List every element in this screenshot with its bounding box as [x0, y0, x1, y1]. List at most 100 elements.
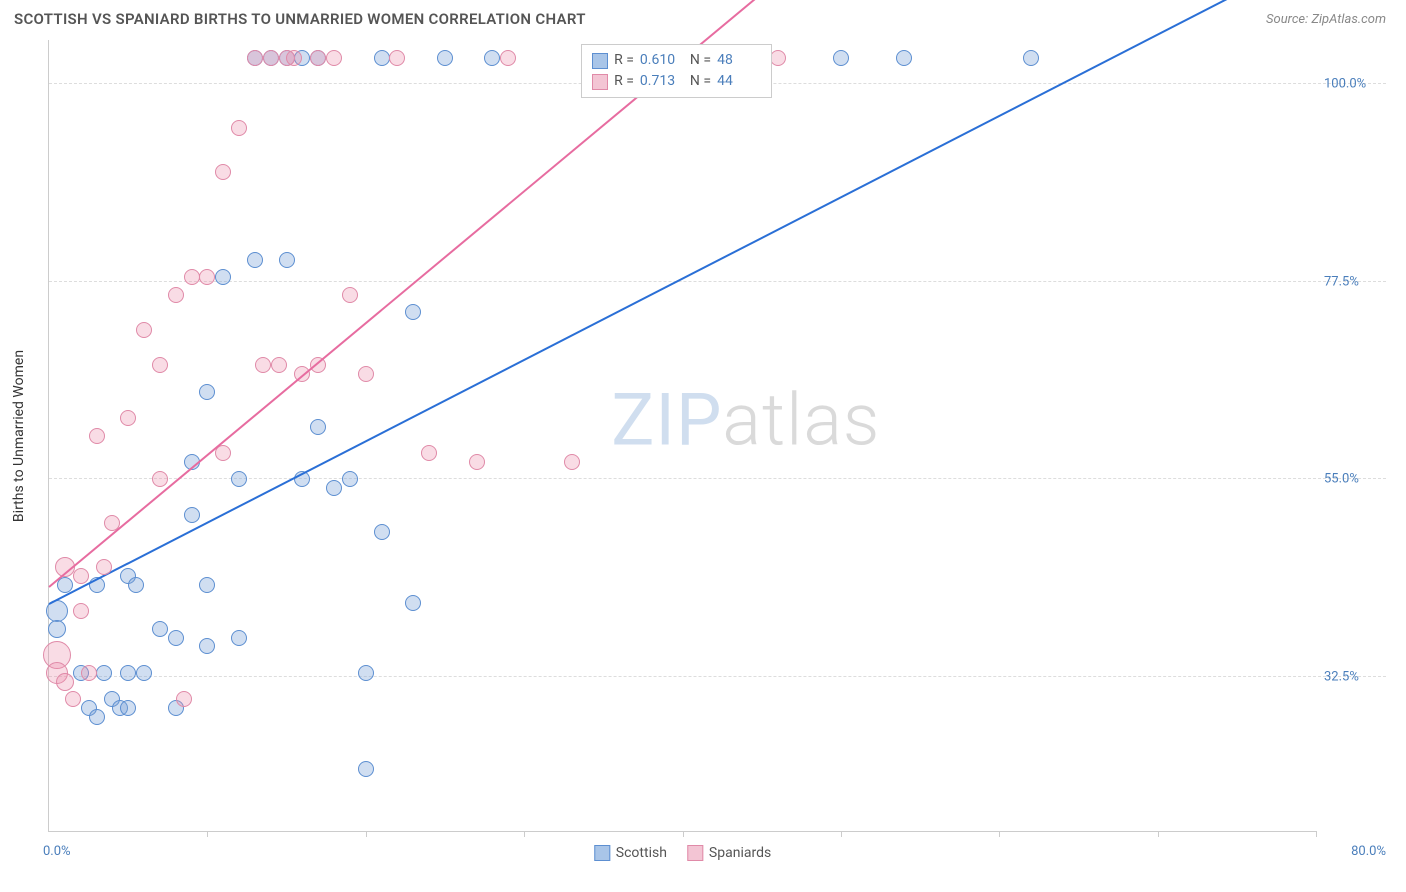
data-point[interactable]	[120, 410, 136, 426]
data-point[interactable]	[89, 709, 105, 725]
data-point[interactable]	[358, 366, 374, 382]
data-point[interactable]	[199, 577, 215, 593]
data-point[interactable]	[73, 603, 89, 619]
data-point[interactable]	[199, 638, 215, 654]
x-tick	[999, 831, 1000, 837]
data-point[interactable]	[421, 445, 437, 461]
data-point[interactable]	[342, 287, 358, 303]
data-point[interactable]	[405, 304, 421, 320]
chart-plot-area: Births to Unmarried Women ZIPatlas 32.5%…	[48, 40, 1316, 832]
data-point[interactable]	[152, 621, 168, 637]
data-point[interactable]	[136, 665, 152, 681]
y-axis-title: Births to Unmarried Women	[11, 349, 27, 521]
data-point[interactable]	[500, 50, 516, 66]
data-point[interactable]	[136, 322, 152, 338]
x-tick	[841, 831, 842, 837]
y-tick-label: 100.0%	[1324, 76, 1394, 91]
stat-r-value: 0.610	[640, 50, 684, 71]
data-point[interactable]	[96, 665, 112, 681]
stat-n-value: 48	[717, 50, 761, 71]
data-point[interactable]	[358, 761, 374, 777]
data-point[interactable]	[65, 691, 81, 707]
legend-stats-row: R = 0.610 N = 48	[592, 50, 761, 71]
legend-swatch	[594, 845, 610, 861]
legend-item[interactable]: Spaniards	[687, 845, 771, 861]
data-point[interactable]	[255, 357, 271, 373]
data-point[interactable]	[374, 50, 390, 66]
data-point[interactable]	[96, 559, 112, 575]
data-point[interactable]	[326, 480, 342, 496]
data-point[interactable]	[358, 665, 374, 681]
data-point[interactable]	[168, 630, 184, 646]
data-point[interactable]	[231, 471, 247, 487]
x-axis-max-label: 80.0%	[1351, 844, 1386, 859]
data-point[interactable]	[263, 50, 279, 66]
gridline	[49, 478, 1386, 479]
gridline	[49, 281, 1386, 282]
source-prefix: Source:	[1266, 12, 1311, 27]
data-point[interactable]	[286, 50, 302, 66]
data-point[interactable]	[199, 384, 215, 400]
data-point[interactable]	[184, 507, 200, 523]
data-point[interactable]	[564, 454, 580, 470]
data-point[interactable]	[437, 50, 453, 66]
legend-swatch	[592, 74, 608, 90]
data-point[interactable]	[1023, 50, 1039, 66]
x-tick	[683, 831, 684, 837]
data-point[interactable]	[271, 357, 287, 373]
data-point[interactable]	[215, 269, 231, 285]
chart-header: SCOTTISH VS SPANIARD BIRTHS TO UNMARRIED…	[0, 0, 1406, 34]
chart-title: SCOTTISH VS SPANIARD BIRTHS TO UNMARRIED…	[14, 10, 586, 28]
y-tick-label: 77.5%	[1324, 274, 1394, 289]
data-point[interactable]	[89, 428, 105, 444]
data-point[interactable]	[152, 471, 168, 487]
data-point[interactable]	[120, 700, 136, 716]
stat-r-label: R =	[614, 50, 634, 71]
plot-surface: 32.5%55.0%77.5%100.0%R =0.610N =48R =0.7…	[49, 40, 1316, 831]
stat-r-value: 0.713	[640, 71, 684, 92]
data-point[interactable]	[469, 454, 485, 470]
legend-bottom: Scottish Spaniards	[594, 845, 771, 861]
y-tick-label: 55.0%	[1324, 472, 1394, 487]
x-tick	[1158, 831, 1159, 837]
data-point[interactable]	[896, 50, 912, 66]
stat-r-label: R =	[614, 71, 634, 92]
data-point[interactable]	[152, 357, 168, 373]
data-point[interactable]	[279, 252, 295, 268]
legend-label: Spaniards	[709, 845, 771, 861]
legend-stats-row: R =0.713N =44	[592, 71, 761, 92]
data-point[interactable]	[405, 595, 421, 611]
x-tick	[366, 831, 367, 837]
data-point[interactable]	[833, 50, 849, 66]
data-point[interactable]	[184, 269, 200, 285]
source-attribution: Source: ZipAtlas.com	[1266, 12, 1386, 27]
data-point[interactable]	[48, 620, 66, 638]
data-point[interactable]	[247, 50, 263, 66]
data-point[interactable]	[199, 269, 215, 285]
data-point[interactable]	[374, 524, 390, 540]
legend-stats: R = 0.610 N = 48R = 0.713 N = 44	[581, 44, 772, 98]
data-point[interactable]	[310, 419, 326, 435]
data-point[interactable]	[168, 287, 184, 303]
legend-swatch	[592, 53, 608, 69]
data-point[interactable]	[176, 691, 192, 707]
data-point[interactable]	[484, 50, 500, 66]
legend-label: Scottish	[616, 845, 667, 861]
data-point[interactable]	[389, 50, 405, 66]
stat-n-value: 44	[717, 71, 761, 92]
data-point[interactable]	[215, 164, 231, 180]
data-point[interactable]	[231, 630, 247, 646]
data-point[interactable]	[128, 577, 144, 593]
data-point[interactable]	[120, 665, 136, 681]
x-tick	[207, 831, 208, 837]
legend-item[interactable]: Scottish	[594, 845, 667, 861]
data-point[interactable]	[247, 252, 263, 268]
data-point[interactable]	[81, 665, 97, 681]
data-point[interactable]	[231, 120, 247, 136]
stat-n-label: N =	[690, 50, 711, 71]
data-point[interactable]	[342, 471, 358, 487]
data-point[interactable]	[310, 50, 326, 66]
data-point[interactable]	[73, 568, 89, 584]
data-point[interactable]	[56, 673, 74, 691]
data-point[interactable]	[326, 50, 342, 66]
